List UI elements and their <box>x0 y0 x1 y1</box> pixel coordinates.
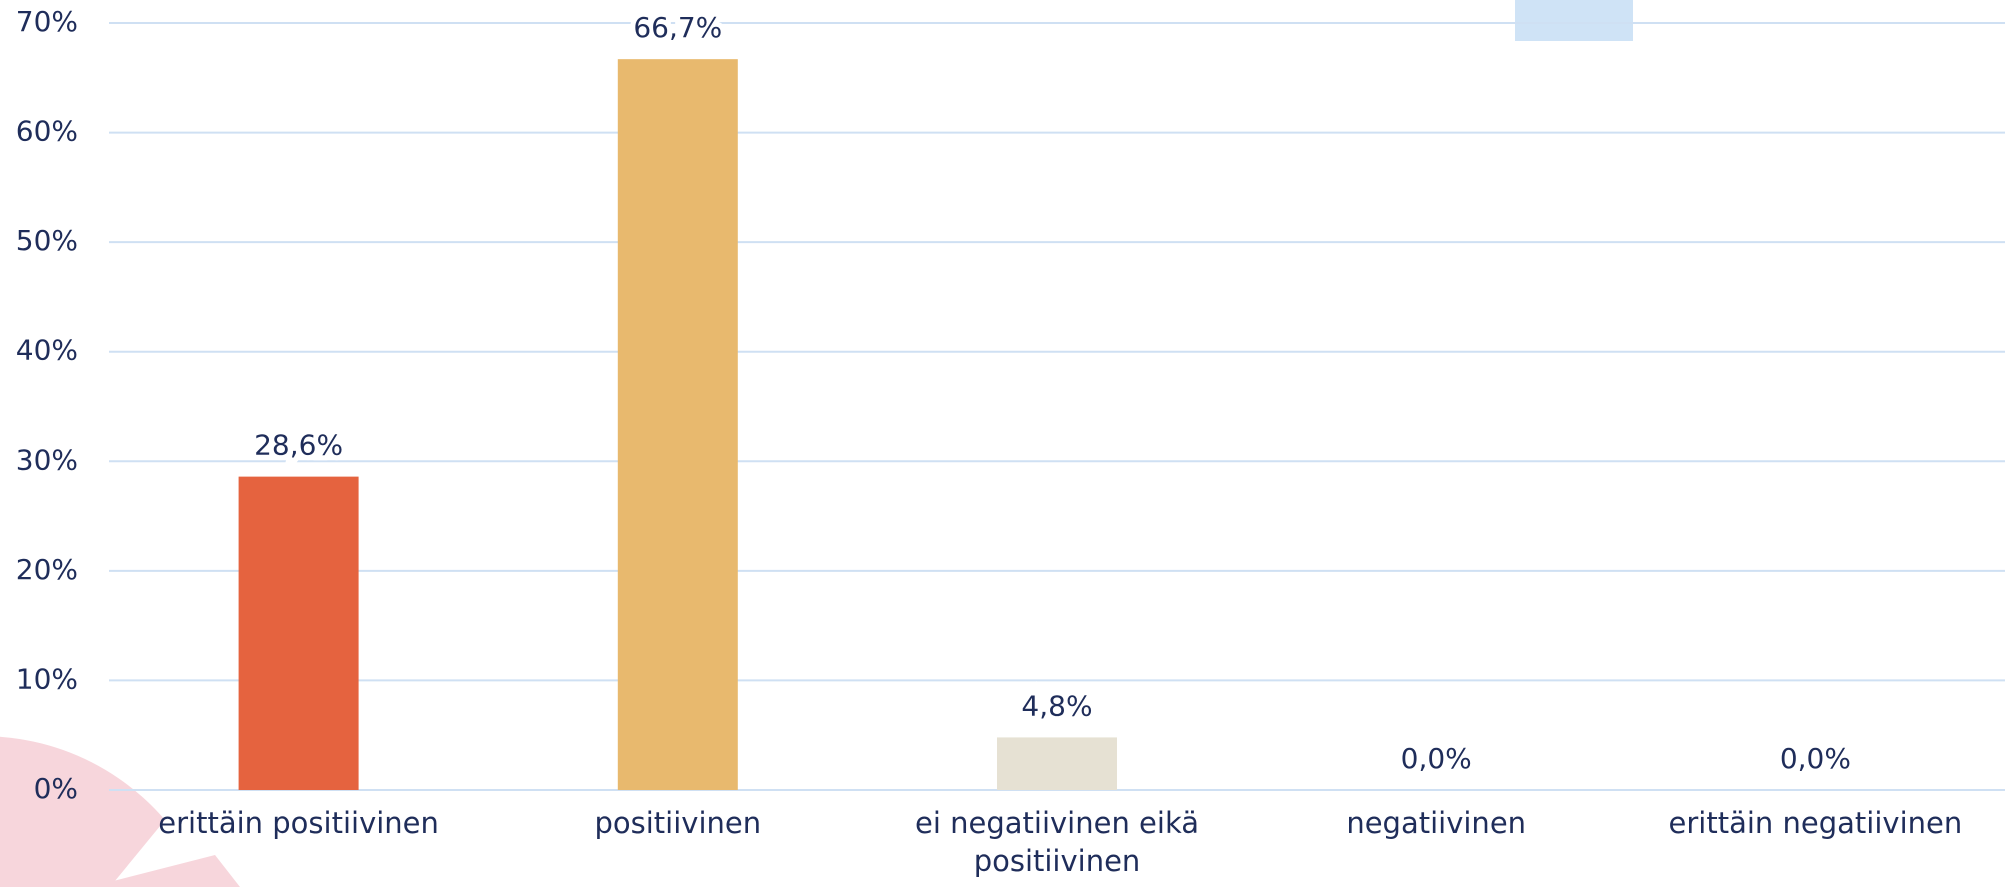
decoration <box>1515 0 1633 41</box>
data-label: 0,0% <box>1401 742 1472 775</box>
bar <box>617 59 738 791</box>
y-tick-label: 10% <box>16 662 78 695</box>
data-label: 0,0% <box>1780 742 1851 775</box>
y-tick-label: 40% <box>16 334 78 367</box>
y-tick-label: 50% <box>16 224 78 257</box>
x-tick-label: erittäin positiivinen <box>158 806 439 840</box>
y-tick-label: 30% <box>16 443 78 476</box>
decoration <box>0 736 165 887</box>
bar <box>238 476 359 790</box>
y-tick-label: 0% <box>34 772 78 805</box>
x-tick-label: negatiivinen <box>1346 806 1527 840</box>
data-label: 28,6% <box>254 429 343 462</box>
x-tick-label: erittäin negatiivinen <box>1668 806 1963 840</box>
decoration <box>90 855 240 887</box>
x-tick-label: ei negatiivinen eikä positiivinen <box>915 806 1199 878</box>
y-tick-label: 60% <box>16 115 78 148</box>
data-label: 66,7% <box>633 11 722 44</box>
y-tick-label: 20% <box>16 553 78 586</box>
data-label: 4,8% <box>1021 689 1092 722</box>
y-tick-label: 70% <box>16 5 78 38</box>
x-tick-label: positiivinen <box>594 806 762 840</box>
bar <box>997 737 1117 790</box>
